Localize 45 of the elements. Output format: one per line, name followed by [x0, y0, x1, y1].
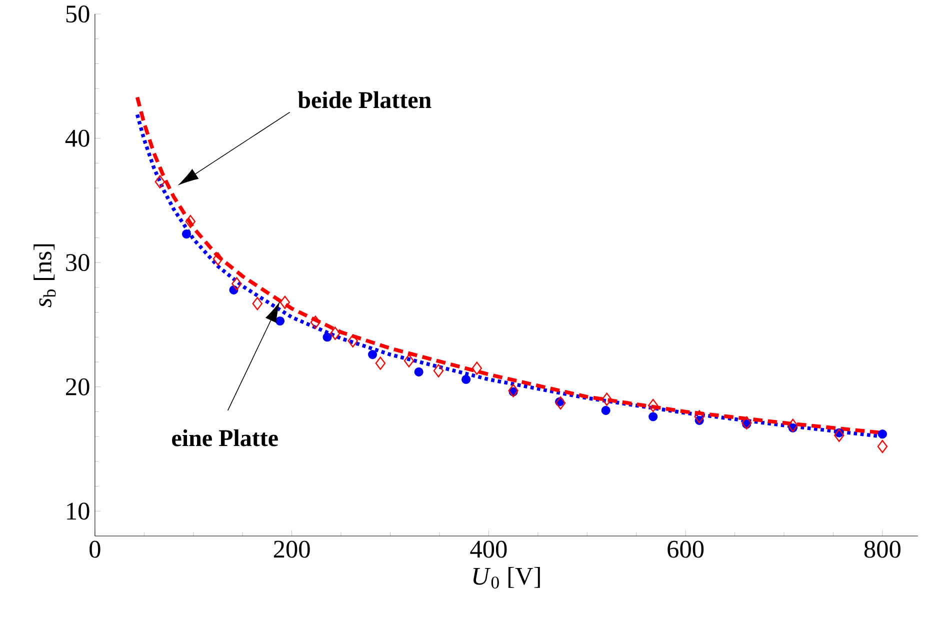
- point: [310, 316, 321, 329]
- x-tick-label: 800: [864, 540, 900, 558]
- y-tick-label: 50: [66, 5, 90, 23]
- point: [834, 428, 844, 442]
- point: [601, 406, 610, 416]
- point: [878, 430, 887, 439]
- x-tick-label: 0: [90, 540, 100, 558]
- point: [742, 416, 752, 430]
- point: [280, 296, 290, 309]
- point: [602, 392, 612, 406]
- point: [182, 229, 192, 239]
- annotation: beide Platten: [298, 91, 432, 108]
- point: [375, 356, 386, 370]
- point: [648, 398, 658, 412]
- point: [232, 277, 242, 290]
- y-axis-title: s$_{b}$ [ns]: [34, 244, 56, 308]
- point: [368, 350, 378, 360]
- x-tick-label: 400: [470, 540, 507, 558]
- point: [508, 384, 518, 398]
- point: [212, 252, 224, 266]
- y-tick-label: 10: [67, 502, 90, 520]
- point: [252, 296, 262, 310]
- point: [404, 354, 414, 368]
- point: [322, 332, 332, 342]
- point: [694, 410, 704, 424]
- point: [154, 175, 166, 188]
- x-axis-title: U$_{0}$ [V]: [473, 566, 540, 589]
- y-tick-label: 40: [65, 130, 90, 147]
- point: [877, 440, 888, 454]
- point: [185, 214, 196, 228]
- x-tick-label: 600: [668, 540, 704, 558]
- point: [555, 396, 566, 410]
- annotation: eine Platte: [172, 429, 278, 446]
- y-tick-label: 20: [66, 378, 90, 396]
- point: [788, 418, 798, 432]
- point: [462, 374, 471, 384]
- point: [414, 367, 424, 376]
- point: [433, 364, 444, 378]
- point: [648, 412, 658, 422]
- y-tick-label: 30: [66, 254, 90, 272]
- point: [330, 326, 340, 340]
- point: [472, 362, 482, 375]
- point: [275, 316, 285, 326]
- x-tick-label: 200: [274, 540, 310, 558]
- point: [348, 334, 358, 348]
